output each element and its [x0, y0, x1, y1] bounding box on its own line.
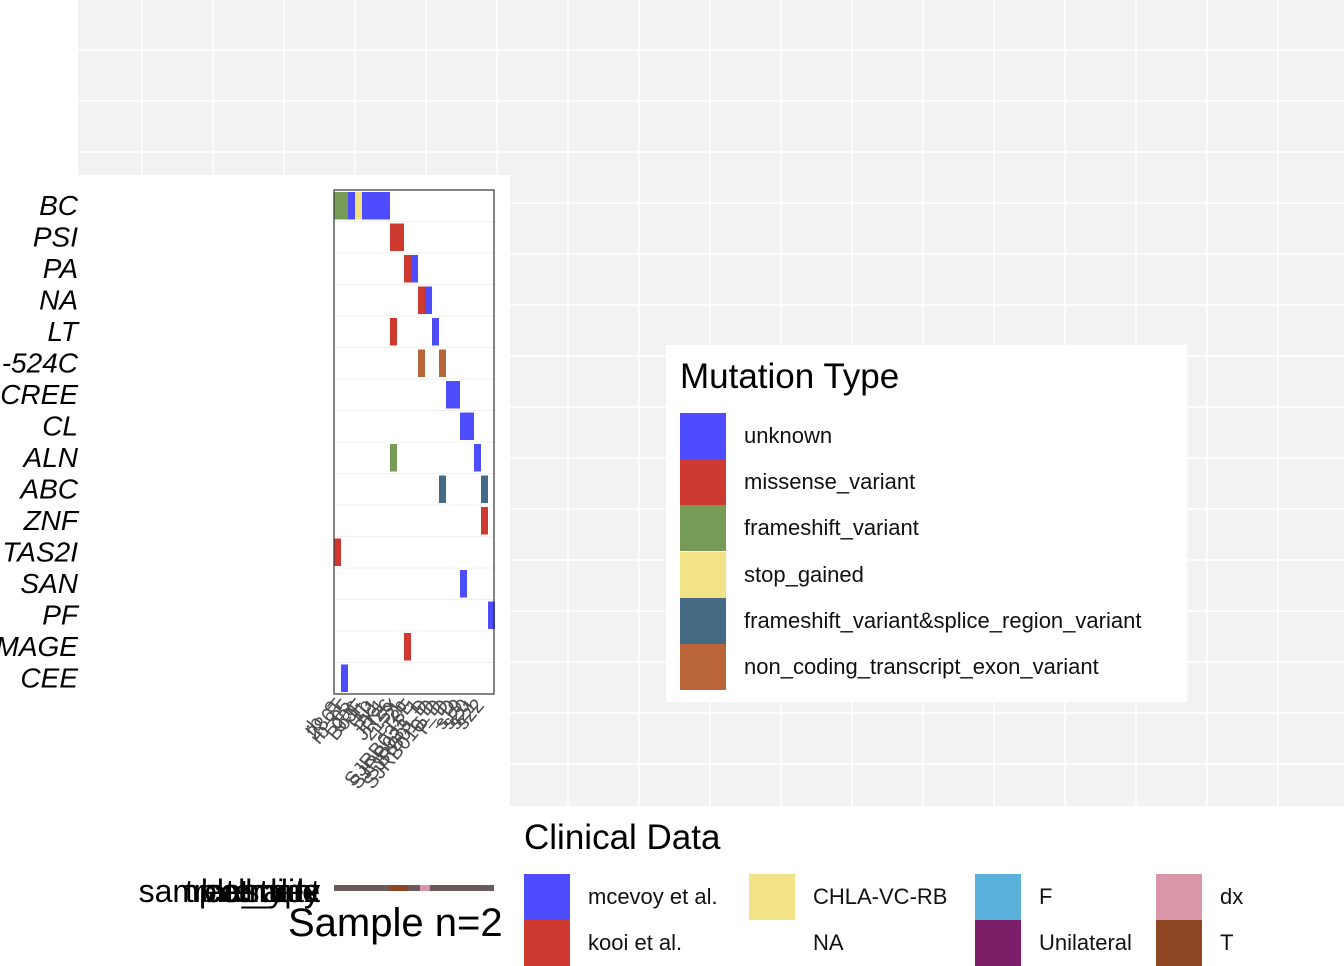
heatmap-cell	[348, 192, 355, 220]
legend-swatch	[680, 459, 726, 506]
heatmap-cell	[474, 444, 481, 472]
track-label: sample_type	[139, 873, 320, 909]
heatmap-cell	[383, 192, 390, 220]
legend-swatch	[680, 551, 726, 598]
gene-label: PF	[42, 599, 80, 630]
track-label: sex	[270, 873, 320, 909]
clinical-legend-title: Clinical Data	[524, 818, 721, 857]
legend-swatch	[749, 874, 795, 920]
gene-label: -524C	[2, 347, 79, 378]
legend-swatch	[680, 413, 726, 459]
heatmap-cell	[362, 192, 369, 220]
gene-label: LT	[47, 316, 79, 347]
track-label: study	[244, 873, 320, 909]
clinical-track-bar-segment	[420, 885, 430, 891]
x-axis-title: Sample n=2	[288, 901, 503, 945]
heatmap-cell	[404, 255, 411, 283]
legend-swatch	[524, 920, 570, 966]
heatmap-cell	[355, 192, 362, 220]
heatmap-cell	[390, 223, 397, 251]
heatmap-cell	[446, 381, 453, 409]
legend-label: F	[1039, 884, 1053, 909]
gene-label: NA	[39, 284, 78, 315]
gene-label: CL	[42, 410, 78, 441]
legend-label: frameshift_variant	[744, 515, 919, 541]
legend-label: kooi et al.	[588, 930, 683, 955]
gene-label: ABC	[18, 473, 78, 504]
legend-swatch	[680, 597, 726, 644]
legend-label: frameshift_variant&splice_region_variant	[744, 607, 1142, 633]
heatmap-cells	[334, 192, 495, 692]
gene-label: TAS2I	[2, 536, 78, 567]
legend-swatch	[975, 874, 1021, 920]
heatmap-cell	[418, 349, 425, 377]
track-label: laterality	[201, 873, 320, 909]
gene-label: CEE	[20, 662, 78, 693]
heatmap-cell	[439, 475, 446, 503]
legend-swatch	[749, 920, 795, 966]
legend-swatch	[1156, 874, 1202, 920]
heatmap-cell	[439, 349, 446, 377]
legend-label: T	[1220, 930, 1234, 955]
gene-label: ALN	[22, 442, 79, 473]
heatmap-cell	[376, 192, 383, 220]
heatmap-cell	[460, 412, 467, 440]
heatmap-cell	[397, 223, 404, 251]
heatmap-cell	[418, 286, 425, 314]
heatmap-cell	[334, 538, 341, 566]
gene-label: MAGE	[0, 631, 78, 662]
heatmap-cell	[481, 507, 488, 535]
legend-label: non_coding_transcript_exon_variant	[744, 654, 1099, 679]
heatmap-cell	[481, 475, 488, 503]
legend-label: NA	[813, 930, 844, 955]
gene-label: BC	[39, 190, 79, 221]
legend-swatch	[1156, 920, 1202, 966]
heatmap-cell	[334, 192, 341, 220]
gene-label: CREE	[0, 379, 78, 410]
clinical-legend: Clinical Data mcevoy et al. kooi et al. CH…	[510, 806, 1344, 966]
clinical-track-bar-segment	[390, 885, 408, 891]
heatmap-cell	[341, 664, 348, 692]
legend-label: Unilateral	[1039, 930, 1132, 955]
heatmap-cell	[460, 570, 467, 598]
heatmap-cell	[369, 192, 376, 220]
clinical-track-bar	[334, 885, 494, 891]
clinical-track-strip	[334, 885, 494, 891]
heatmap-cell	[390, 444, 397, 472]
gene-label: ZNF	[23, 505, 80, 536]
legend-swatch	[524, 874, 570, 920]
legend-label: unknown	[744, 423, 833, 448]
gene-labels: BCPSIPANALT-524CCREECLALNABCZNFTAS2ISANP…	[0, 190, 80, 694]
heatmap-cell	[432, 318, 439, 346]
legend-swatch	[680, 644, 726, 690]
legend-swatch	[680, 505, 726, 552]
heatmap-cell	[467, 412, 474, 440]
heatmap-cell	[390, 318, 397, 346]
heatmap-cell	[404, 633, 411, 661]
heatmap-cell	[488, 601, 495, 629]
clinical-track-labels: sample_typetreatmentlateralitysexcell_li…	[139, 873, 321, 909]
legend-label: missense_variant	[744, 469, 916, 495]
legend-label: mcevoy et al.	[588, 884, 718, 909]
heatmap-border	[333, 189, 495, 695]
legend-label: dx	[1220, 884, 1244, 909]
legend-label: stop_gained	[744, 561, 864, 587]
heatmap-cell	[341, 192, 348, 220]
gene-label: SAN	[20, 568, 78, 599]
heatmap-cell	[453, 381, 460, 409]
heatmap-cell	[411, 255, 418, 283]
gene-label: PSI	[33, 221, 78, 252]
legend-swatch	[975, 920, 1021, 966]
gene-label: PA	[43, 253, 78, 284]
heatmap-cell	[425, 286, 432, 314]
track-label: treatment	[185, 873, 320, 909]
track-label: cell_line	[204, 873, 320, 909]
legend-label: CHLA-VC-RB	[813, 884, 948, 909]
mutation-legend-title: Mutation Type	[680, 357, 900, 396]
